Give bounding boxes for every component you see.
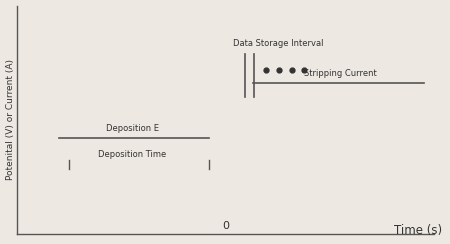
Text: 0: 0 [222,221,230,231]
Text: Data Storage Interval: Data Storage Interval [233,39,323,48]
Y-axis label: Potenital (V) or Current (A): Potenital (V) or Current (A) [5,59,14,180]
Text: Stripping Current: Stripping Current [304,69,377,78]
Text: Deposition E: Deposition E [105,124,158,133]
Text: Time (s): Time (s) [394,224,442,237]
Text: Deposition Time: Deposition Time [98,151,166,159]
